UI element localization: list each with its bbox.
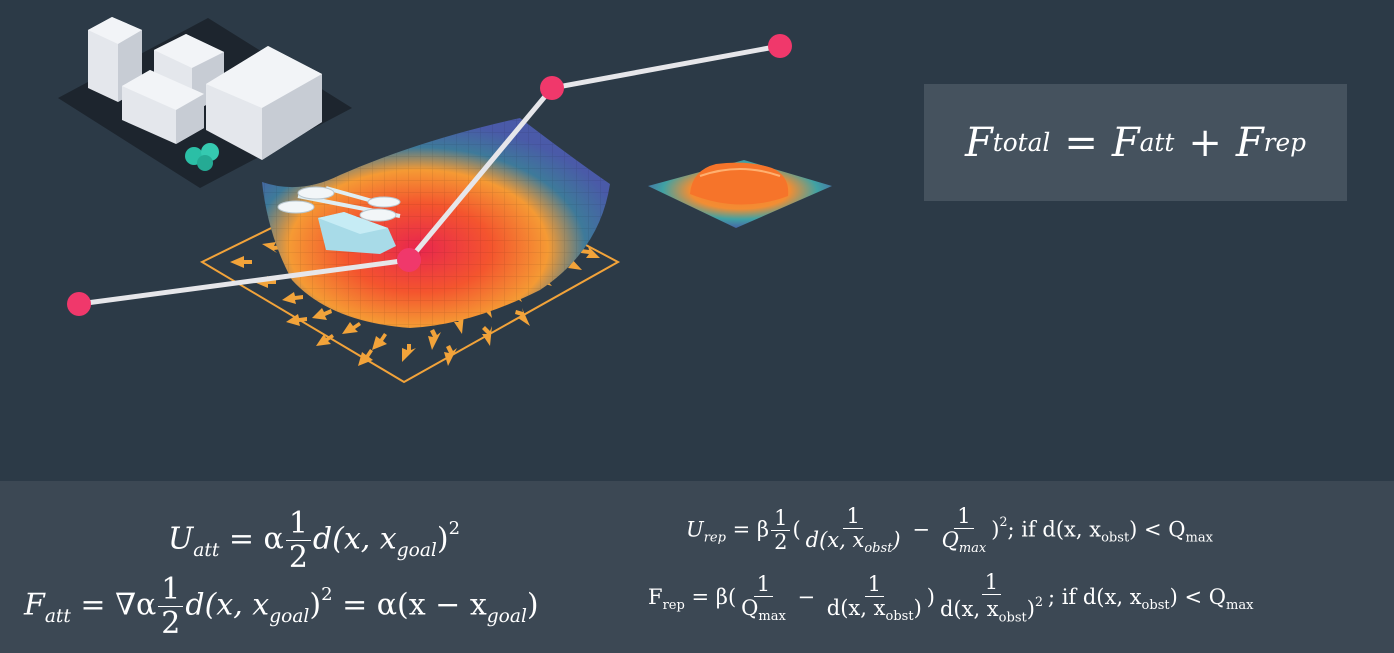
u-rep-cond-tail: ) < Q bbox=[1129, 517, 1186, 542]
u-rep-beta: = β bbox=[732, 517, 770, 542]
drone bbox=[277, 186, 401, 254]
f-rep-max-sub: max bbox=[758, 608, 786, 624]
waypoint-middle bbox=[540, 76, 564, 100]
f-rep-symbol: F bbox=[1235, 119, 1264, 166]
equations-panel: Uatt = α 1 2 d(x, xgoal)2 Fatt = ∇α 1 2 d(x, x… bbox=[0, 481, 1394, 653]
f-rep-minus: − bbox=[797, 584, 816, 609]
city-buildings bbox=[58, 17, 352, 188]
half-numerator-2: 1 bbox=[158, 573, 184, 607]
u-rep-inv-qmax-num: 1 bbox=[954, 504, 974, 530]
f-rep-inv-sq-num: 1 bbox=[981, 570, 1002, 596]
u-att-subscript: att bbox=[193, 539, 220, 561]
f-rep-condition: ; if d(x, x bbox=[1047, 584, 1142, 609]
f-rep-subscript: rep bbox=[662, 598, 685, 614]
f-att-subscript: att bbox=[1139, 128, 1175, 157]
f-rep-obst-sub-2: obst bbox=[998, 610, 1027, 626]
equals-sign: = bbox=[1064, 119, 1098, 166]
u-rep-inv-distance: 1 d(x, xobst) bbox=[803, 504, 904, 557]
f-att-distance: d(x, x bbox=[185, 587, 270, 623]
f-att-symbol: F bbox=[1111, 119, 1140, 166]
scene-illustration bbox=[58, 17, 832, 384]
u-rep-symbol: U bbox=[686, 517, 704, 542]
u-rep-max-sub: max bbox=[958, 541, 987, 557]
u-rep-condition: ; if d(x, x bbox=[1007, 517, 1102, 542]
f-rep-inv-distance-sq: 1 d(x, xobst)2 bbox=[937, 570, 1046, 626]
f-rep-subscript: rep bbox=[1263, 128, 1307, 157]
repulsive-potential-surface bbox=[648, 160, 832, 228]
f-rep-inv-qmax: 1 Qmax bbox=[738, 572, 789, 625]
u-rep-inv-distance-num: 1 bbox=[843, 504, 863, 530]
repulsive-force-equation: Frep = β(1 Qmax − 1 d(x, xobst)) 1 d(x, xobs… bbox=[648, 570, 1254, 626]
close-paren-3: ) bbox=[526, 587, 539, 623]
half-numerator: 1 bbox=[285, 507, 311, 541]
f-rep-beta: = β( bbox=[691, 584, 737, 609]
f-att-lhs: F bbox=[24, 587, 45, 623]
f-rep-close: ) bbox=[926, 584, 935, 609]
goal-subscript-3: goal bbox=[486, 605, 527, 627]
u-rep-cond-obst: obst bbox=[1101, 530, 1130, 546]
u-rep-cond-max: max bbox=[1185, 530, 1213, 546]
f-rep-inv-distance: 1 d(x, xobst) bbox=[824, 572, 925, 625]
f-rep-inv-qmax-den: Qmax bbox=[738, 595, 789, 625]
u-rep-minus: − bbox=[912, 517, 930, 542]
attractive-potential-equation: Uatt = α 1 2 d(x, xgoal)2 bbox=[168, 507, 460, 574]
attractive-potential-surface bbox=[262, 118, 610, 328]
waypoint-current bbox=[397, 248, 421, 272]
f-rep-symbol: F bbox=[648, 584, 663, 609]
waypoint-start bbox=[67, 292, 91, 316]
f-rep-inv-qmax-num: 1 bbox=[753, 572, 774, 597]
half-denominator: 2 bbox=[288, 540, 308, 575]
goal-subscript-2: goal bbox=[269, 605, 310, 627]
f-att-result: = α(x − x bbox=[342, 587, 487, 623]
waypoint-goal bbox=[768, 34, 792, 58]
f-att-lhs-subscript: att bbox=[44, 605, 71, 627]
f-rep-inv-sq-den: d(x, xobst)2 bbox=[939, 594, 1043, 626]
f-rep-q: Q bbox=[741, 595, 759, 620]
square-exponent: 2 bbox=[448, 518, 461, 540]
u-rep-subscript: rep bbox=[703, 530, 726, 546]
f-rep-cond-obst: obst bbox=[1141, 598, 1170, 614]
gradient-alpha: = ∇α bbox=[80, 587, 157, 623]
u-rep-d-obst: d(x, x bbox=[805, 528, 865, 553]
u-rep-half-den: 2 bbox=[774, 530, 788, 555]
u-rep-inv-qmax-den: Qmax bbox=[939, 529, 990, 557]
u-att-alpha: = α bbox=[228, 521, 284, 557]
attractive-force-equation: Fatt = ∇α 1 2 d(x, xgoal)2 = α(x − xgoal) bbox=[24, 573, 539, 640]
f-rep-d-obst: d(x, x bbox=[826, 595, 886, 620]
u-rep-inv-distance-den: d(x, xobst) bbox=[805, 528, 901, 557]
planned-path bbox=[67, 34, 792, 316]
f-rep-d-obst-2: d(x, x bbox=[939, 597, 999, 622]
close-paren-2: ) bbox=[309, 587, 322, 623]
f-rep-inv-distance-den: d(x, xobst) bbox=[826, 595, 922, 624]
square-exponent-2: 2 bbox=[321, 584, 333, 606]
u-rep-obst-sub: obst bbox=[864, 541, 893, 557]
u-rep-half-num: 1 bbox=[771, 507, 791, 532]
f-rep-obst-sub: obst bbox=[885, 608, 914, 624]
half-denominator-2: 2 bbox=[161, 606, 181, 641]
f-rep-cond-max: max bbox=[1225, 598, 1254, 614]
goal-subscript: goal bbox=[396, 539, 437, 561]
f-total-symbol: F bbox=[964, 119, 993, 166]
u-rep-inv-qmax: 1 Qmax bbox=[939, 504, 990, 557]
plus-sign: + bbox=[1188, 119, 1222, 166]
f-rep-cond-tail: ) < Q bbox=[1169, 584, 1226, 609]
f-total-subscript: total bbox=[992, 128, 1051, 157]
u-att-symbol: U bbox=[168, 521, 194, 557]
u-att-distance: d(x, x bbox=[312, 521, 397, 557]
repulsive-potential-equation: Urep = β 1 2(1 d(x, xobst) − 1 Qmax)2; if d(… bbox=[686, 504, 1213, 557]
f-rep-inv-distance-num: 1 bbox=[864, 572, 884, 597]
close-paren: ) bbox=[436, 521, 449, 557]
u-rep-q: Q bbox=[941, 528, 959, 553]
